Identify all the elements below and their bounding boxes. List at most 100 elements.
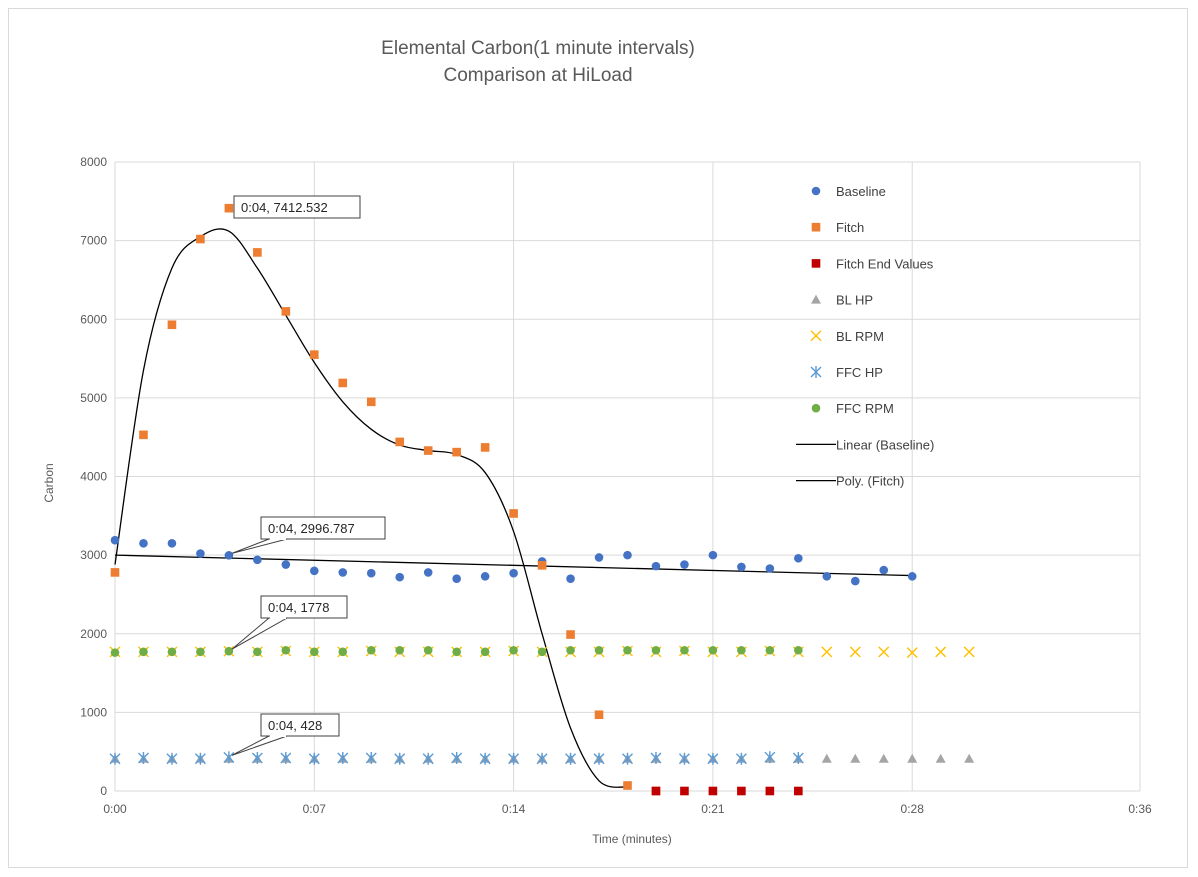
- data-point: [109, 752, 121, 765]
- data-point: [794, 553, 803, 563]
- data-label-callout: 0:04, 2996.787: [231, 516, 386, 554]
- data-series: [109, 203, 975, 796]
- data-point: [196, 549, 205, 558]
- data-point: [907, 572, 917, 581]
- data-point: [110, 535, 120, 545]
- chart-svg: Elemental Carbon(1 minute intervals) Com…: [42, 38, 1152, 846]
- data-point: [167, 647, 177, 657]
- data-point: [622, 752, 633, 765]
- data-point: [167, 539, 177, 548]
- data-point: [623, 550, 632, 560]
- data-point: [452, 574, 461, 584]
- data-point: [594, 710, 604, 720]
- data-point: [794, 786, 803, 796]
- data-label-text: 0:04, 1778: [268, 600, 329, 615]
- x-axis-label: Time (minutes): [592, 832, 672, 846]
- data-label-text: 0:04, 7412.532: [241, 200, 328, 215]
- data-point: [537, 561, 547, 570]
- data-point: [737, 645, 746, 655]
- y-tick-label: 8000: [80, 155, 107, 169]
- legend-item-ffc-rpm: FFC RPM: [811, 401, 894, 416]
- data-point: [308, 752, 320, 765]
- legend-item-baseline: Baseline: [811, 184, 886, 199]
- data-point: [280, 751, 292, 764]
- legend-item-linear-baseline: Linear (Baseline): [796, 437, 934, 452]
- legend: Baseline Fitch Fitch End Values BL HP BL RPM…: [796, 184, 934, 489]
- legend-marker: [811, 186, 821, 196]
- callout-pointer: [231, 735, 288, 756]
- data-point: [765, 564, 775, 573]
- data-point: [907, 753, 918, 763]
- data-point: [680, 786, 689, 796]
- data-point: [338, 647, 348, 657]
- y-tick-label: 7000: [80, 234, 107, 248]
- x-tick-label: 0:00: [103, 802, 127, 816]
- y-tick-label: 5000: [80, 391, 107, 405]
- legend-label: FFC RPM: [836, 401, 894, 416]
- data-point: [137, 751, 149, 764]
- data-point: [651, 786, 661, 796]
- data-point: [110, 648, 120, 657]
- data-point: [878, 646, 890, 658]
- data-point: [623, 781, 632, 790]
- y-tick-label: 3000: [80, 548, 107, 562]
- data-point: [366, 397, 376, 407]
- data-point: [792, 751, 804, 764]
- data-point: [479, 752, 491, 765]
- data-point: [310, 566, 319, 576]
- data-point: [139, 539, 148, 548]
- legend-marker: [811, 294, 821, 304]
- data-point: [509, 509, 518, 518]
- data-point: [224, 551, 234, 560]
- data-point: [281, 645, 291, 655]
- data-point: [281, 560, 291, 569]
- data-point: [680, 560, 689, 569]
- data-point: [166, 752, 178, 765]
- series-ffc-rpm: [110, 645, 803, 657]
- data-point: [849, 646, 861, 658]
- data-point: [794, 645, 803, 655]
- data-point: [594, 645, 604, 655]
- data-label-text: 0:04, 2996.787: [268, 521, 355, 536]
- data-point: [537, 647, 547, 657]
- data-point: [281, 307, 291, 316]
- data-label-callout: 0:04, 7412.532: [233, 195, 361, 219]
- data-point: [651, 645, 661, 655]
- data-point: [253, 647, 262, 657]
- data-point: [451, 751, 463, 764]
- data-point: [480, 572, 490, 581]
- data-point: [251, 751, 263, 764]
- legend-item-bl-rpm: BL RPM: [810, 329, 884, 344]
- chart-area: Elemental Carbon(1 minute intervals) Com…: [8, 8, 1188, 868]
- trendline-linear-baseline: [114, 554, 913, 577]
- data-point: [623, 645, 632, 655]
- data-point: [566, 645, 575, 655]
- y-axis-label: Carbon: [42, 463, 56, 502]
- callout-pointer: [231, 538, 288, 554]
- data-point: [906, 647, 918, 659]
- data-point: [593, 752, 605, 765]
- data-point: [139, 430, 148, 440]
- data-point: [338, 568, 348, 577]
- series-fitch: [110, 203, 661, 796]
- trendlines: [114, 228, 913, 788]
- data-point: [935, 646, 947, 658]
- data-point: [594, 553, 604, 562]
- data-point: [196, 234, 205, 244]
- data-point: [452, 447, 461, 457]
- data-point: [394, 752, 406, 765]
- chart-title-line2: Comparison at HiLoad: [443, 65, 632, 86]
- data-point: [566, 574, 575, 584]
- legend-label: Fitch: [836, 220, 864, 235]
- data-point: [395, 572, 405, 582]
- data-point: [422, 752, 434, 765]
- data-point: [707, 752, 719, 765]
- legend-item-bl-hp: BL HP: [811, 293, 873, 308]
- data-point: [223, 751, 235, 764]
- data-point: [935, 753, 946, 763]
- data-point: [879, 565, 889, 575]
- data-point: [395, 645, 405, 655]
- x-tick-label: 0:07: [303, 802, 327, 816]
- series-ffc-hp: [109, 751, 804, 765]
- chart-title-line1: Elemental Carbon(1 minute intervals): [381, 38, 695, 59]
